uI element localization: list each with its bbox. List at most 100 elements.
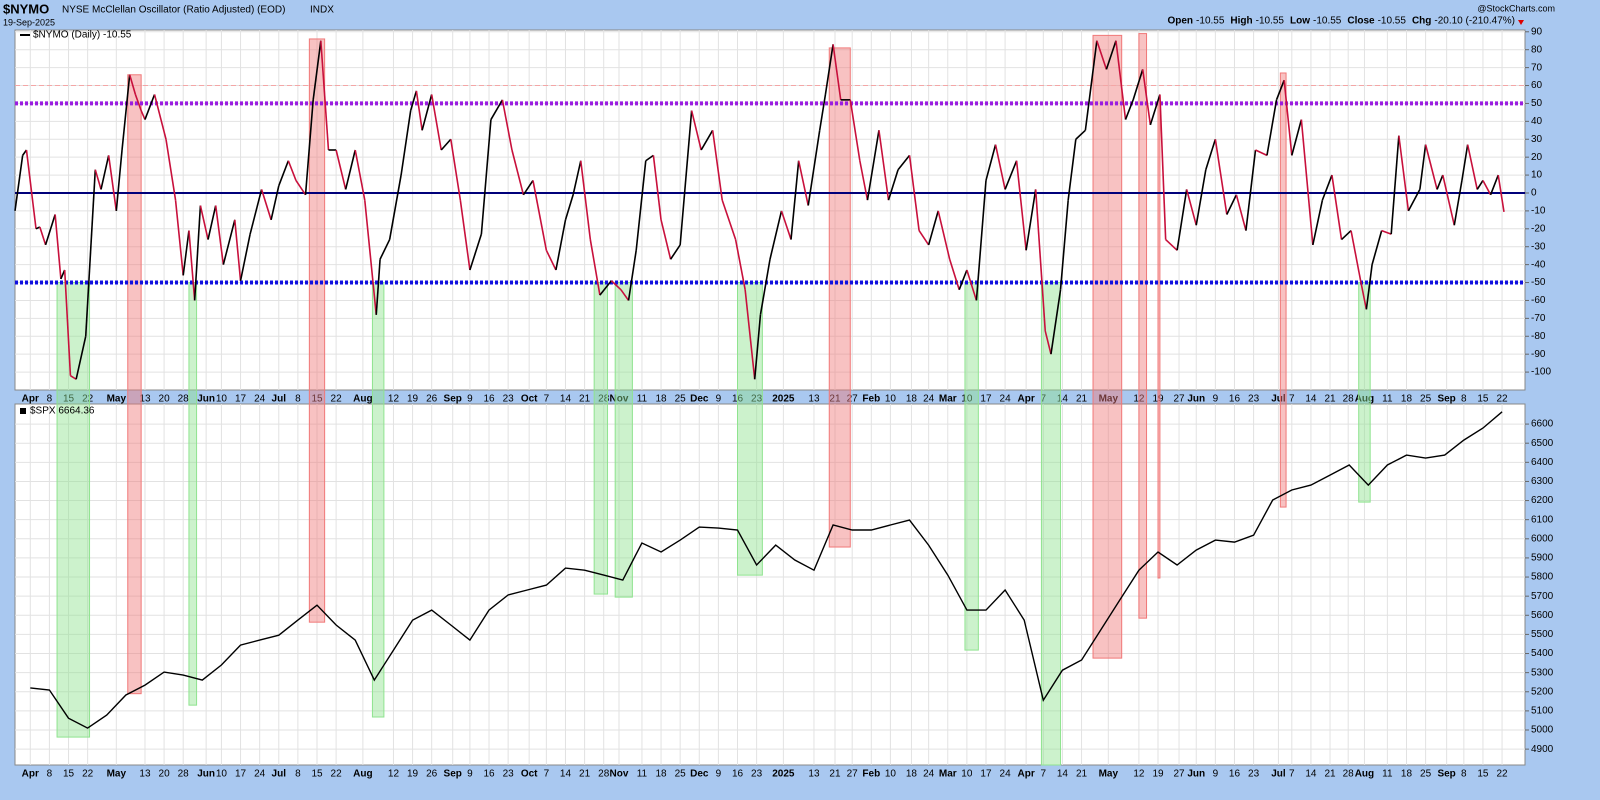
line-segment	[1105, 40, 1117, 70]
x-tick-label: 14	[1057, 769, 1069, 780]
x-tick-label: 21	[579, 394, 591, 405]
line-segment	[165, 139, 177, 201]
line-segment	[94, 169, 102, 190]
line-segment	[312, 40, 322, 100]
line-segment	[1165, 238, 1178, 251]
x-tick-label: 28	[178, 769, 190, 780]
x-tick-label: 25	[1420, 769, 1432, 780]
line-segment	[100, 155, 110, 190]
line-segment	[700, 129, 714, 151]
x-tick-label: Oct	[521, 394, 538, 405]
x-tick-label: 27	[1173, 394, 1185, 405]
x-tick-label: 16	[483, 769, 495, 780]
line-segment	[1407, 189, 1421, 212]
line-segment	[897, 154, 911, 171]
line-segment	[994, 144, 1006, 190]
highlight	[1279, 72, 1287, 508]
x-tick-label: 2025	[772, 394, 795, 405]
x-tick-label: May	[107, 769, 127, 780]
quote-value: -10.55	[1378, 16, 1407, 27]
x-tick-label: 18	[1401, 769, 1413, 780]
line-segment	[1283, 80, 1293, 156]
line-segment	[1359, 280, 1368, 310]
line-segment	[564, 194, 574, 221]
x-tick-label: 27	[847, 769, 859, 780]
x-tick-label: Apr	[1018, 769, 1035, 780]
line-segment	[620, 289, 630, 301]
x-tick-label: 23	[1248, 769, 1260, 780]
line-segment	[532, 180, 548, 251]
x-tick-label: May	[107, 394, 127, 405]
line-segment	[522, 180, 534, 196]
x-tick-label: 26	[426, 769, 438, 780]
line-segment	[807, 130, 821, 206]
x-tick-label: 16	[483, 394, 495, 405]
watermark: @StockCharts.com	[1477, 3, 1555, 13]
highlight	[964, 282, 979, 651]
line-segment	[344, 149, 357, 190]
line-segment	[1084, 40, 1098, 131]
x-tick-label: 19	[1152, 769, 1164, 780]
line-segment	[1245, 149, 1257, 231]
line-segment	[652, 155, 662, 220]
line-segment	[937, 210, 951, 260]
line-segment	[1255, 149, 1268, 157]
line-segment	[84, 169, 97, 337]
y-tick-label: 5600	[1531, 610, 1554, 621]
y-tick-label: 80	[1531, 44, 1543, 55]
y-tick-label: 50	[1531, 98, 1543, 109]
legend-swatch	[20, 408, 26, 414]
x-tick-label: Nov	[610, 769, 629, 780]
x-tick-label: 17	[980, 769, 992, 780]
x-tick-label: 8	[295, 394, 301, 405]
line-segment	[354, 149, 366, 201]
line-segment	[1115, 40, 1127, 120]
x-tick-label: 22	[1497, 394, 1509, 405]
line-segment	[1214, 139, 1228, 215]
line-segment	[579, 160, 592, 240]
x-tick-label: 9	[467, 394, 473, 405]
line-segment	[1461, 144, 1469, 181]
x-tick-label: 24	[923, 769, 935, 780]
line-segment	[1312, 199, 1324, 246]
line-segment	[490, 99, 504, 120]
x-tick-label: 14	[1305, 394, 1317, 405]
x-tick-label: Nov	[610, 394, 629, 405]
date: 19-Sep-2025	[3, 17, 55, 27]
line-segment	[1195, 169, 1207, 226]
x-tick-label: 17	[235, 394, 247, 405]
y-tick-label: 5800	[1531, 572, 1554, 583]
x-tick-label: 23	[751, 394, 763, 405]
y-tick-label: 60	[1531, 80, 1543, 91]
x-tick-label: 23	[503, 769, 515, 780]
line-segment	[25, 149, 37, 229]
line-segment	[501, 99, 513, 151]
line-segment	[1371, 230, 1383, 265]
x-tick-label: Feb	[862, 394, 880, 405]
line-segment	[1398, 135, 1410, 211]
line-segment	[555, 219, 567, 271]
line-segment	[769, 210, 783, 260]
line-segment	[645, 154, 654, 162]
x-tick-label: 10	[216, 769, 228, 780]
y-tick-label: -50	[1531, 277, 1546, 288]
line-segment	[1004, 160, 1018, 190]
x-tick-label: 11	[1382, 394, 1393, 405]
x-tick-label: 7	[1289, 769, 1295, 780]
x-tick-label: 28	[598, 394, 610, 405]
x-tick-label: 2025	[772, 769, 795, 780]
highlight	[188, 282, 198, 706]
line-segment	[572, 160, 582, 195]
line-segment	[222, 219, 236, 265]
line-segment	[440, 138, 452, 151]
line-segment	[335, 149, 347, 190]
line-segment	[188, 230, 196, 301]
x-tick-label: 11	[637, 394, 648, 405]
x-tick-label: Jun	[1187, 394, 1205, 405]
x-tick-label: Aug	[1355, 769, 1374, 780]
x-tick-label: 18	[906, 769, 918, 780]
line-segment	[545, 249, 557, 271]
x-tick-label: Mar	[939, 394, 957, 405]
y-tick-label: -100	[1531, 367, 1551, 378]
line-segment	[790, 160, 800, 240]
